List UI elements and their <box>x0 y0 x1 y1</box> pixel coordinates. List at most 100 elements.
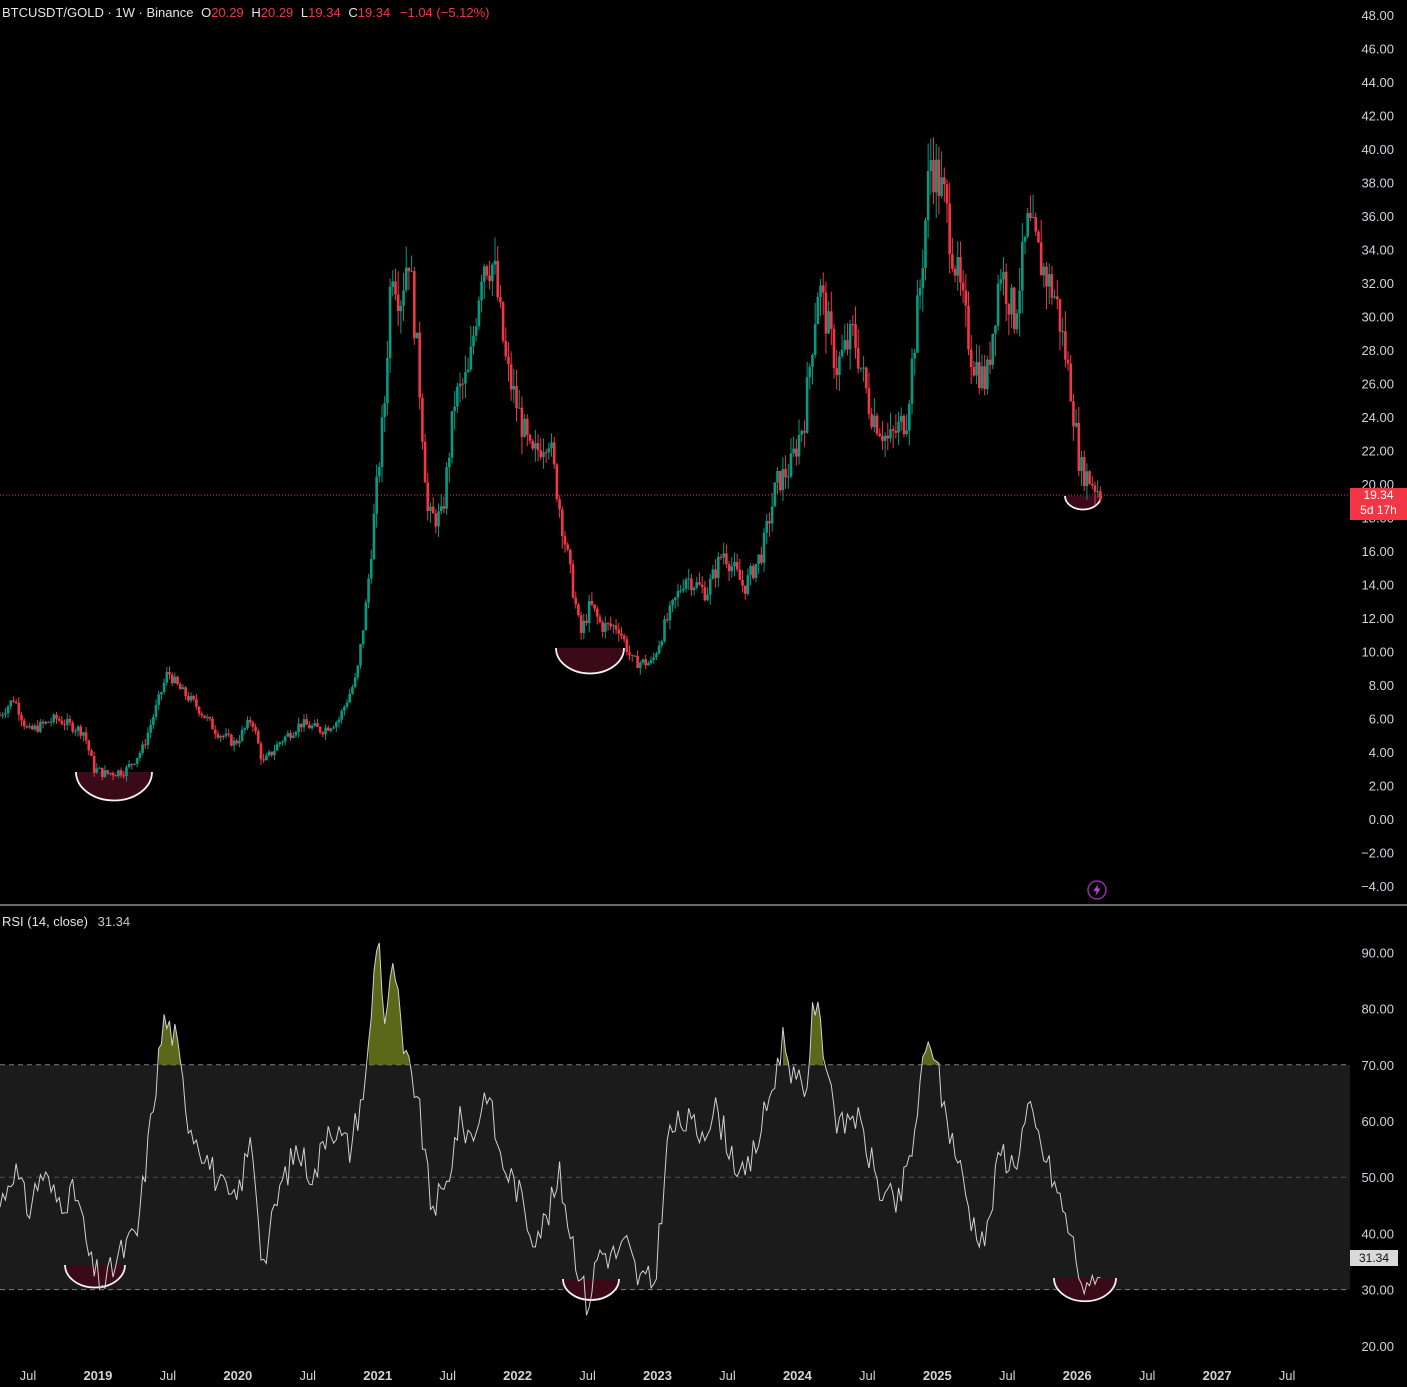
candle-body <box>827 311 830 334</box>
candle-body <box>466 369 470 373</box>
candle-body <box>275 744 279 751</box>
rsi-legend[interactable]: RSI (14, close) 31.34 <box>2 914 130 929</box>
candle-body <box>213 729 217 734</box>
candle-body <box>577 604 580 616</box>
candle-body <box>937 159 941 196</box>
candle-body <box>1090 483 1094 486</box>
candle-body <box>437 511 440 527</box>
candle-body <box>262 759 265 761</box>
candle-body <box>899 415 903 422</box>
rsi-tick-label: 80.00 <box>1361 1002 1394 1017</box>
candle-body <box>240 729 244 741</box>
candle-body <box>819 285 822 297</box>
candle-body <box>606 623 610 625</box>
candle-body <box>630 654 634 656</box>
candle-body <box>811 354 814 367</box>
bar-countdown: 5d 17h <box>1360 503 1397 517</box>
candle-body <box>453 406 456 412</box>
candle-body <box>743 585 747 594</box>
candle-body <box>157 694 161 705</box>
time-tick-label: Jul <box>999 1368 1016 1383</box>
candle-body <box>74 730 77 732</box>
candle-body <box>536 443 540 451</box>
rsi-bottom-marker <box>563 1279 619 1300</box>
candle-body <box>655 653 658 658</box>
candle-body <box>493 260 497 265</box>
candle-body <box>337 719 341 723</box>
candle-body <box>25 726 29 728</box>
candle-body <box>773 482 777 507</box>
candle-body <box>558 499 561 510</box>
rsi-tick-label: 70.00 <box>1361 1058 1394 1073</box>
price-tick-label: 8.00 <box>1369 678 1394 693</box>
rsi-value: 31.34 <box>97 914 131 929</box>
candle-body <box>813 324 817 355</box>
candle-body <box>609 623 613 627</box>
candle-body <box>477 300 481 327</box>
candle-body <box>1007 304 1011 315</box>
candle-body <box>426 482 430 511</box>
candle-body <box>6 706 10 714</box>
time-tick-label: Jul <box>859 1368 876 1383</box>
candle-body <box>867 388 871 414</box>
candle-body <box>413 271 416 339</box>
candle-body <box>310 725 314 729</box>
candle-body <box>173 676 177 684</box>
candle-body <box>692 587 696 591</box>
candle-body <box>725 553 728 565</box>
candle-body <box>423 441 427 483</box>
time-tick-label: 2023 <box>643 1368 672 1383</box>
candle-body <box>601 622 604 632</box>
candle-body <box>496 260 500 298</box>
candle-body <box>146 732 150 745</box>
candle-body <box>918 287 922 296</box>
candle-body <box>1096 491 1099 493</box>
candle-body <box>714 569 717 578</box>
candle-body <box>20 714 23 721</box>
open-label: O <box>201 5 212 20</box>
candle-body <box>1037 231 1040 243</box>
candle-body <box>730 566 734 572</box>
candle-body <box>862 367 865 369</box>
candle-body <box>706 594 709 601</box>
candle-body <box>665 619 669 621</box>
candle-body <box>238 740 241 744</box>
candle-body <box>843 340 847 350</box>
candle-body <box>781 468 785 491</box>
candle-body <box>504 340 508 357</box>
candle-body <box>894 430 898 433</box>
candle-body <box>95 768 99 773</box>
time-tick-label: Jul <box>299 1368 316 1383</box>
candle-body <box>184 687 187 697</box>
candle-body <box>415 332 419 339</box>
candle-body <box>571 564 575 598</box>
candle-body <box>321 732 325 735</box>
candle-body <box>859 367 863 369</box>
candle-body <box>784 468 787 478</box>
rsi-overbought-fill <box>158 942 939 1065</box>
candle-body <box>647 663 650 666</box>
candle-body <box>273 750 276 756</box>
candle-body <box>33 725 37 730</box>
candle-body <box>886 435 890 439</box>
candle-body <box>851 324 855 326</box>
candle-body <box>0 715 2 717</box>
candle-body <box>1010 287 1013 315</box>
candle-body <box>461 383 465 385</box>
candle-body <box>79 726 83 736</box>
candle-body <box>824 292 828 334</box>
candle-body <box>291 735 295 738</box>
candle-body <box>905 430 908 435</box>
candle-body <box>348 693 352 703</box>
candle-body <box>803 430 806 433</box>
candle-body <box>294 732 298 736</box>
symbol-title[interactable]: BTCUSDT/GOLD · 1W · Binance <box>2 5 194 20</box>
candle-body <box>840 349 844 357</box>
candle-body <box>550 442 553 449</box>
candle-body <box>913 352 917 359</box>
low-label: L <box>300 5 309 20</box>
candle-body <box>717 556 720 578</box>
time-tick-label: 2026 <box>1063 1368 1092 1383</box>
lightning-icon[interactable] <box>1087 880 1107 900</box>
